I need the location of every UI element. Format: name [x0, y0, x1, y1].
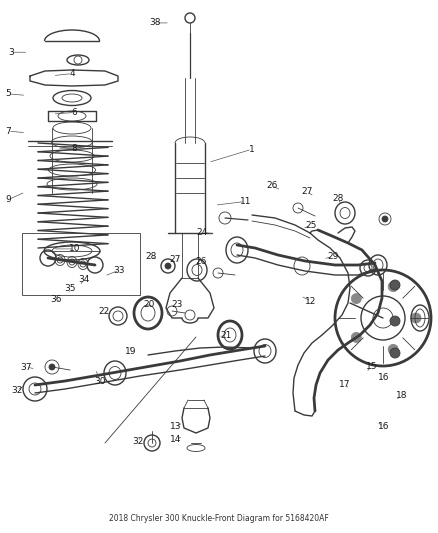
Text: 11: 11: [240, 197, 251, 206]
Text: 29: 29: [327, 252, 339, 261]
Circle shape: [388, 344, 398, 354]
Circle shape: [388, 281, 398, 292]
Circle shape: [165, 263, 171, 269]
Circle shape: [351, 294, 361, 304]
Text: 17: 17: [339, 380, 351, 389]
Text: 28: 28: [145, 252, 157, 261]
Text: 19: 19: [125, 348, 136, 356]
Text: 3: 3: [8, 48, 14, 56]
Text: 1: 1: [249, 145, 255, 154]
Text: 10: 10: [69, 245, 80, 253]
Text: 24: 24: [197, 228, 208, 237]
Circle shape: [382, 216, 388, 222]
Text: 15: 15: [366, 362, 377, 370]
Text: 13: 13: [170, 422, 182, 431]
Text: 35: 35: [64, 285, 76, 293]
Text: 18: 18: [396, 391, 407, 400]
Text: 38: 38: [150, 19, 161, 27]
Text: 25: 25: [305, 221, 317, 230]
Text: 5: 5: [5, 90, 11, 98]
Circle shape: [49, 364, 55, 370]
Text: 26: 26: [266, 181, 277, 190]
Text: 9: 9: [5, 196, 11, 204]
Circle shape: [390, 280, 400, 290]
Text: 26: 26: [195, 257, 206, 266]
Text: 16: 16: [378, 374, 389, 382]
Circle shape: [390, 348, 400, 358]
Text: 16: 16: [378, 422, 389, 431]
Text: 37: 37: [21, 363, 32, 372]
Text: 8: 8: [71, 144, 78, 152]
Text: 12: 12: [305, 297, 317, 305]
Text: 21: 21: [220, 331, 232, 340]
Text: 28: 28: [332, 194, 344, 203]
Text: 22: 22: [99, 308, 110, 316]
Circle shape: [390, 316, 400, 326]
Text: 14: 14: [170, 435, 182, 444]
Text: 36: 36: [50, 295, 62, 304]
Text: 6: 6: [71, 108, 78, 117]
Circle shape: [411, 313, 421, 323]
Text: 27: 27: [301, 188, 312, 196]
Text: 4: 4: [70, 69, 75, 78]
Text: 27: 27: [170, 255, 181, 263]
Text: 32: 32: [11, 386, 22, 395]
Text: 33: 33: [113, 266, 125, 274]
Text: 32: 32: [132, 438, 144, 446]
Text: 20: 20: [143, 301, 155, 309]
Text: 34: 34: [78, 275, 90, 284]
Text: 30: 30: [94, 377, 106, 385]
Text: 7: 7: [5, 127, 11, 135]
Circle shape: [351, 333, 361, 342]
Text: 23: 23: [172, 301, 183, 309]
Text: 2018 Chrysler 300 Knuckle-Front Diagram for 5168420AF: 2018 Chrysler 300 Knuckle-Front Diagram …: [109, 514, 329, 523]
